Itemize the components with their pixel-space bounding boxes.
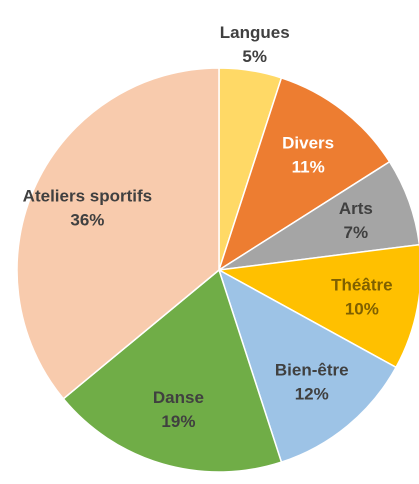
- pie-slice: [217, 76, 391, 272]
- slice-label: Langues: [220, 23, 290, 42]
- slice-value-label: 11%: [292, 158, 325, 177]
- pie-slice: [218, 160, 419, 271]
- slice-value-label: 19%: [161, 412, 195, 431]
- slice-label: Bien-être: [275, 361, 349, 380]
- slice-value-label: 12%: [295, 385, 329, 404]
- slice-label: Divers: [282, 134, 334, 153]
- pie-slice: [62, 268, 283, 473]
- slice-value-label: 36%: [70, 211, 104, 230]
- pie-slice: [216, 243, 419, 369]
- slice-value-label: 5%: [242, 47, 267, 66]
- slice-label: Danse: [153, 388, 204, 407]
- slice-label: Théâtre: [331, 276, 392, 295]
- slice-value-label: 7%: [344, 223, 369, 242]
- slice-value-label: 10%: [345, 300, 379, 319]
- pie-slice: [217, 268, 398, 464]
- slice-label: Arts: [339, 199, 373, 218]
- slice-label: Ateliers sportifs: [23, 187, 152, 206]
- pie-slice: [16, 67, 220, 400]
